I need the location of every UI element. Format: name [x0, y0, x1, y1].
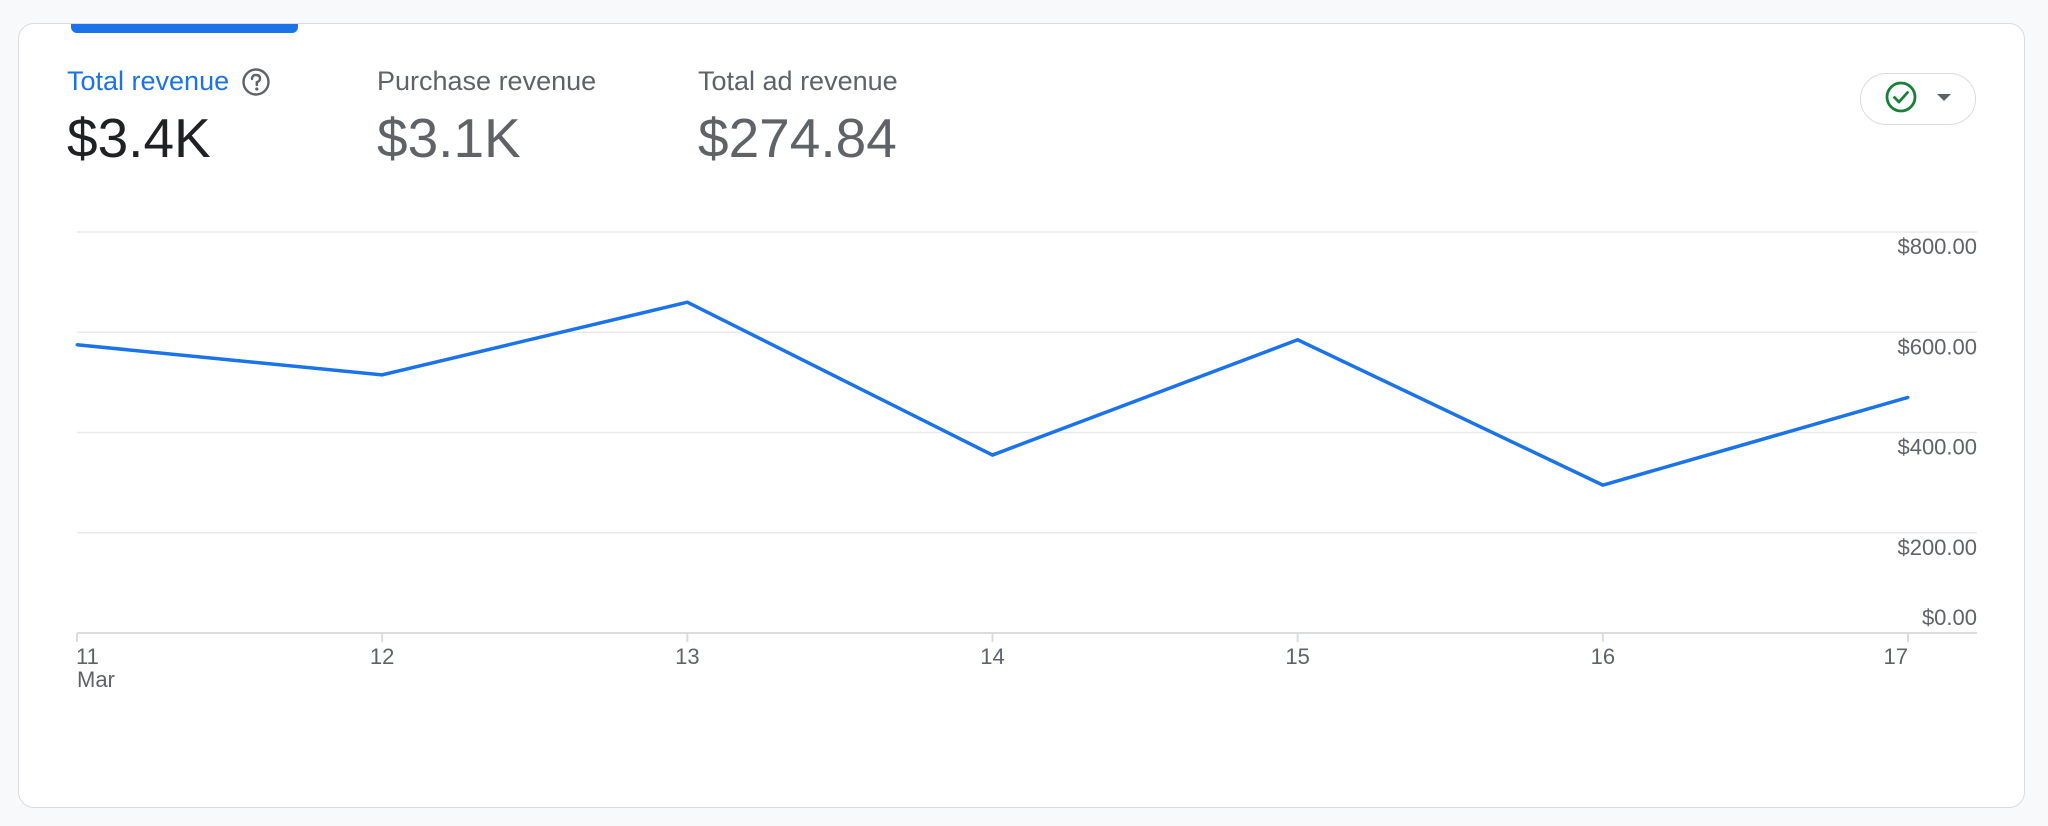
metric-value: $3.4K [67, 107, 211, 169]
y-tick-label: $600.00 [1897, 334, 1977, 359]
x-tick-label: 11 [76, 644, 99, 669]
caret-down-icon [1936, 90, 1952, 108]
series-line[interactable] [76, 300, 1909, 487]
x-month-label: Mar [77, 667, 115, 692]
data-point[interactable] [685, 300, 689, 304]
active-tab-indicator [71, 24, 298, 33]
metric-label: Total revenue [67, 66, 230, 96]
data-point[interactable] [380, 373, 384, 377]
y-tick-label: $400.00 [1897, 435, 1977, 460]
metric-purchase-revenue[interactable]: Purchase revenue $3.1K [377, 66, 596, 166]
data-point[interactable] [991, 453, 994, 457]
compare-dropdown-button[interactable] [1860, 73, 1976, 125]
revenue-card [18, 23, 2025, 808]
data-point[interactable] [1906, 395, 1910, 399]
check-circle-icon [1884, 80, 1918, 119]
x-tick-label: 13 [675, 644, 699, 669]
metric-label: Total ad revenue [698, 66, 898, 96]
metric-total-revenue[interactable]: Total revenue $3.4K [67, 66, 271, 166]
metric-total-ad-revenue[interactable]: Total ad revenue $274.84 [698, 66, 898, 166]
metric-label: Purchase revenue [377, 66, 597, 96]
x-tick-label: 14 [980, 644, 1004, 669]
x-tick-label: 16 [1591, 644, 1615, 669]
x-tick-label: 17 [1884, 644, 1908, 669]
metric-value: $3.1K [377, 107, 521, 169]
metric-value: $274.84 [698, 107, 897, 169]
y-tick-label: $800.00 [1897, 234, 1977, 259]
y-tick-label: $0.00 [1922, 605, 1977, 630]
x-tick-label: 12 [370, 644, 394, 669]
data-point[interactable] [75, 343, 79, 347]
data-point[interactable] [1296, 338, 1300, 342]
x-tick-label: 15 [1285, 644, 1309, 669]
y-tick-label: $200.00 [1897, 535, 1977, 560]
help-circle-icon[interactable] [241, 67, 271, 97]
data-point[interactable] [1601, 483, 1605, 487]
